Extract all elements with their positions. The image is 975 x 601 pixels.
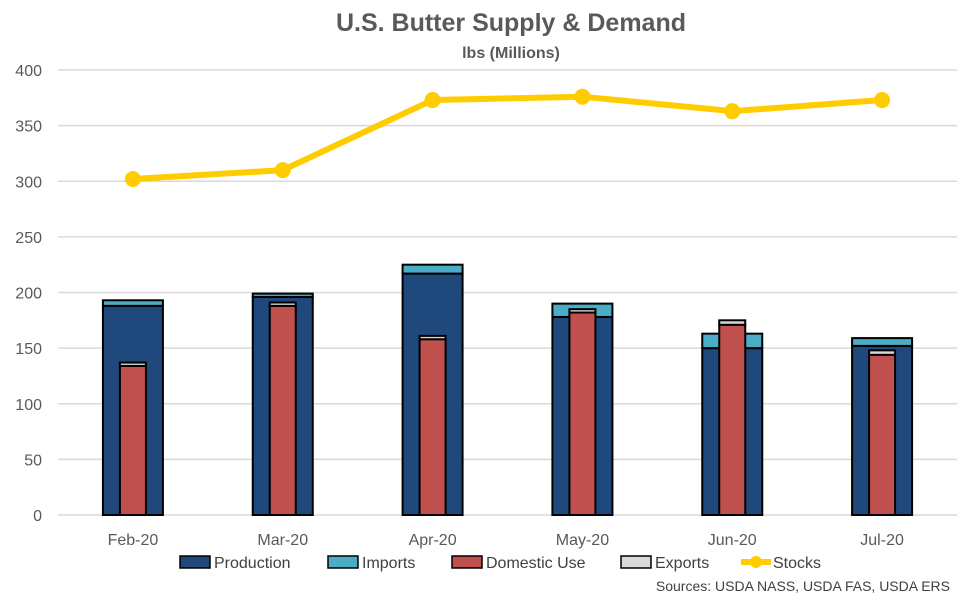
y-tick-label: 250 <box>15 230 42 247</box>
bar-exports <box>268 301 297 307</box>
legend-label: Stocks <box>773 555 821 572</box>
bar-domestic-use <box>268 304 297 516</box>
y-tick-label: 0 <box>33 508 42 525</box>
bar-exports <box>118 361 147 367</box>
x-tick-label: Jul-20 <box>860 532 904 549</box>
bar-domestic-use <box>868 353 897 516</box>
bar-exports <box>418 334 447 341</box>
stocks-point <box>274 162 291 179</box>
stocks-point <box>574 88 591 105</box>
legend-label: Exports <box>655 555 709 572</box>
chart-subtitle: lbs (Millions) <box>462 45 560 62</box>
bar-exports <box>568 308 597 314</box>
bar-domestic-use <box>568 311 597 516</box>
legend-marker-stocks <box>750 556 762 568</box>
bar-imports <box>851 337 914 347</box>
x-tick-label: May-20 <box>556 532 609 549</box>
legend-swatch-exports <box>620 555 652 569</box>
x-tick-label: Mar-20 <box>257 532 308 549</box>
bar-domestic-use <box>718 323 747 517</box>
y-tick-label: 50 <box>24 452 42 469</box>
bar-imports <box>401 263 464 275</box>
x-tick-label: Jun-20 <box>708 532 757 549</box>
y-tick-label: 400 <box>15 63 42 80</box>
legend-label: Domestic Use <box>486 555 586 572</box>
bar-domestic-use <box>118 364 147 516</box>
stocks-line <box>132 93 883 183</box>
bar-domestic-use <box>418 338 447 516</box>
y-tick-label: 200 <box>15 286 42 303</box>
bar-imports <box>101 299 164 307</box>
stocks-point <box>874 92 891 109</box>
legend-swatch-production <box>179 555 211 569</box>
stocks-point <box>724 103 741 120</box>
x-tick-label: Feb-20 <box>108 532 159 549</box>
stocks-point <box>124 171 141 188</box>
legend-swatch-domestic-use <box>451 555 483 569</box>
legend-swatch-imports <box>327 555 359 569</box>
source-note: Sources: USDA NASS, USDA FAS, USDA ERS <box>656 578 950 594</box>
stocks-point <box>424 92 441 109</box>
y-tick-label: 150 <box>15 341 42 358</box>
bar-exports <box>718 319 747 326</box>
legend-label: Imports <box>362 555 415 572</box>
legend-label: Production <box>214 555 291 572</box>
bar-exports <box>868 349 897 356</box>
bar-imports <box>251 292 314 298</box>
y-tick-label: 350 <box>15 119 42 136</box>
x-tick-label: Apr-20 <box>409 532 457 549</box>
chart-title: U.S. Butter Supply & Demand <box>336 9 686 37</box>
y-tick-label: 100 <box>15 397 42 414</box>
y-tick-label: 300 <box>15 174 42 191</box>
